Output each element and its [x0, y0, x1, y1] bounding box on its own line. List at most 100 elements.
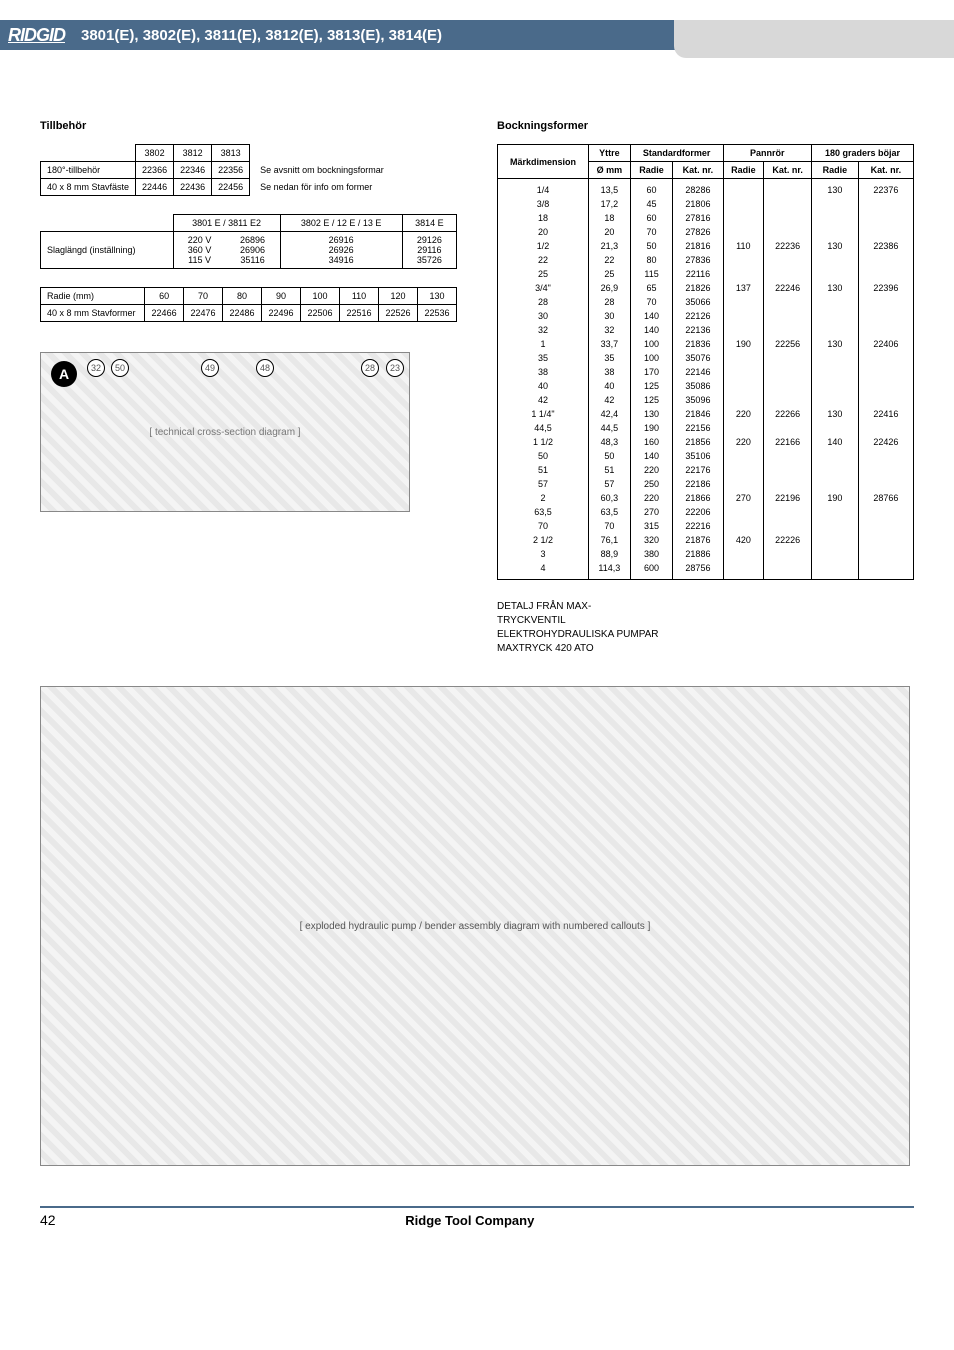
- table-cell: 21816: [673, 239, 723, 253]
- table-cell: [812, 393, 859, 407]
- table-cell: [858, 561, 913, 580]
- table-cell: 38: [498, 365, 589, 379]
- table-cell: 22176: [673, 463, 723, 477]
- table-cell: 21846: [673, 407, 723, 421]
- table-cell: 42: [498, 393, 589, 407]
- table-cell: 21,3: [588, 239, 630, 253]
- table-cell: [812, 477, 859, 491]
- table-cell: [812, 379, 859, 393]
- table-cell: [723, 225, 764, 239]
- table-cell: 22266: [764, 407, 812, 421]
- table-cell: [858, 295, 913, 309]
- table-cell: [858, 365, 913, 379]
- table-cell: 270: [630, 505, 673, 519]
- table-cell: 21856: [673, 435, 723, 449]
- table-cell: 22376: [858, 179, 913, 198]
- table-cell: [858, 547, 913, 561]
- table-cell: [858, 309, 913, 323]
- table-cell: [764, 295, 812, 309]
- table-cell: [723, 505, 764, 519]
- table-cell: 20: [498, 225, 589, 239]
- table-cell: 22196: [764, 491, 812, 505]
- table-cell: [858, 463, 913, 477]
- table-cell: [812, 323, 859, 337]
- table-cell: 88,9: [588, 547, 630, 561]
- table-cell: 22426: [858, 435, 913, 449]
- table-cell: 35076: [673, 351, 723, 365]
- footer-company: Ridge Tool Company: [56, 1213, 884, 1228]
- radii-table: Radie (mm) 60 70 80 90 100 110 120 130 4…: [40, 287, 457, 322]
- table-cell: 22226: [764, 533, 812, 547]
- table-cell: 22146: [673, 365, 723, 379]
- table-cell: [764, 179, 812, 198]
- table-cell: 45: [630, 197, 673, 211]
- table-cell: [858, 211, 913, 225]
- table-cell: 21886: [673, 547, 723, 561]
- table-cell: 130: [630, 407, 673, 421]
- logo: RIDGID: [8, 25, 65, 46]
- table-cell: 21866: [673, 491, 723, 505]
- table-cell: 70: [630, 225, 673, 239]
- table-cell: 40: [588, 379, 630, 393]
- table-cell: 21806: [673, 197, 723, 211]
- table-cell: [764, 477, 812, 491]
- table-cell: [723, 379, 764, 393]
- table-cell: 1: [498, 337, 589, 351]
- table-cell: 65: [630, 281, 673, 295]
- table-cell: 100: [630, 337, 673, 351]
- table-cell: 220: [630, 491, 673, 505]
- table-cell: 3: [498, 547, 589, 561]
- table-cell: [723, 477, 764, 491]
- table-cell: 22156: [673, 421, 723, 435]
- table-cell: 28286: [673, 179, 723, 198]
- table-cell: 137: [723, 281, 764, 295]
- header-bar: RIDGID 3801(E), 3802(E), 3811(E), 3812(E…: [0, 20, 954, 50]
- table-cell: 22406: [858, 337, 913, 351]
- table-cell: 22416: [858, 407, 913, 421]
- table-cell: [812, 449, 859, 463]
- table-cell: 50: [630, 239, 673, 253]
- exploded-diagram: [ exploded hydraulic pump / bender assem…: [40, 686, 910, 1166]
- t1-col: 3802: [136, 145, 174, 162]
- table-cell: 60: [630, 179, 673, 198]
- table-cell: 27826: [673, 225, 723, 239]
- detail-text: DETALJ FRÅN MAX- TRYCKVENTIL ELEKTROHYDR…: [497, 600, 914, 656]
- table-cell: 51: [498, 463, 589, 477]
- table-cell: 22236: [764, 239, 812, 253]
- table-cell: [812, 225, 859, 239]
- table-cell: 22386: [858, 239, 913, 253]
- table-cell: [723, 547, 764, 561]
- table-cell: [858, 323, 913, 337]
- table-cell: [858, 519, 913, 533]
- table-cell: [723, 519, 764, 533]
- table-cell: 130: [812, 407, 859, 421]
- table-cell: [812, 463, 859, 477]
- table-cell: 190: [723, 337, 764, 351]
- table-cell: 17,2: [588, 197, 630, 211]
- table-cell: [723, 295, 764, 309]
- table-cell: 125: [630, 379, 673, 393]
- table-cell: 57: [498, 477, 589, 491]
- table-cell: [764, 449, 812, 463]
- table-cell: 3/4": [498, 281, 589, 295]
- table-cell: 28: [588, 295, 630, 309]
- table-cell: 40: [498, 379, 589, 393]
- table-cell: 42: [588, 393, 630, 407]
- table-cell: [812, 365, 859, 379]
- table-cell: 35086: [673, 379, 723, 393]
- table-cell: [764, 197, 812, 211]
- table-cell: 27816: [673, 211, 723, 225]
- table-cell: [764, 267, 812, 281]
- table-cell: 130: [812, 239, 859, 253]
- table-cell: [812, 533, 859, 547]
- table-cell: [764, 421, 812, 435]
- table-cell: [858, 533, 913, 547]
- table-cell: 60,3: [588, 491, 630, 505]
- table-cell: [723, 323, 764, 337]
- table-cell: 600: [630, 561, 673, 580]
- table-cell: [858, 379, 913, 393]
- table-cell: [764, 547, 812, 561]
- table-cell: 42,4: [588, 407, 630, 421]
- table-cell: [858, 197, 913, 211]
- table-cell: 26,9: [588, 281, 630, 295]
